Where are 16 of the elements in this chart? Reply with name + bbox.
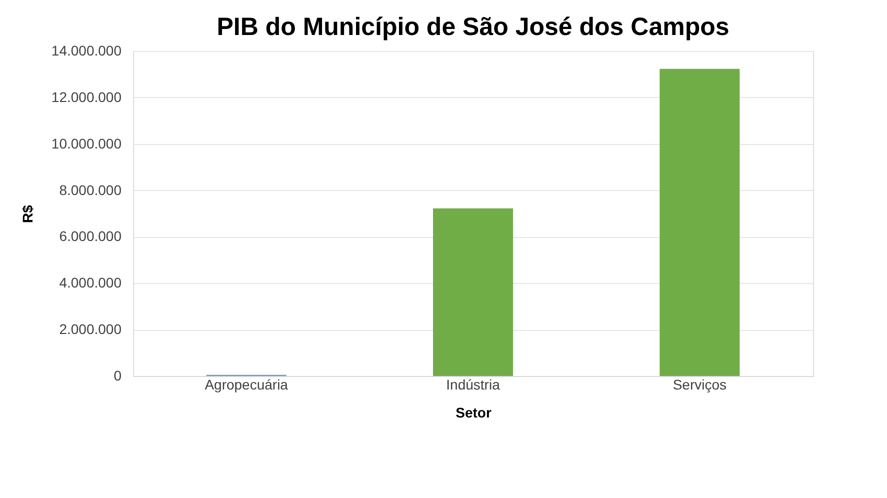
y-axis-title: R$ bbox=[19, 204, 36, 223]
y-tick-label: 12.000.000 bbox=[51, 88, 122, 105]
bar bbox=[660, 68, 740, 376]
chart-title: PIB do Município de São José dos Campos bbox=[216, 13, 730, 41]
y-tick-label: 6.000.000 bbox=[59, 228, 122, 244]
y-tick-label: 0 bbox=[114, 368, 122, 384]
x-axis-title: Setor bbox=[456, 404, 492, 420]
y-tick-label: 2.000.000 bbox=[59, 321, 122, 338]
y-tick-label: 8.000.000 bbox=[59, 182, 122, 198]
x-tick-label: Serviços bbox=[672, 376, 727, 392]
x-tick-label: Indústria bbox=[446, 376, 500, 392]
y-tick-label: 10.000.000 bbox=[51, 135, 122, 152]
y-tick-label: 14.000.000 bbox=[51, 42, 122, 58]
y-tick-label: 4.000.000 bbox=[59, 274, 122, 291]
bar bbox=[433, 208, 513, 376]
x-tick-label: Agropecuária bbox=[204, 376, 288, 392]
